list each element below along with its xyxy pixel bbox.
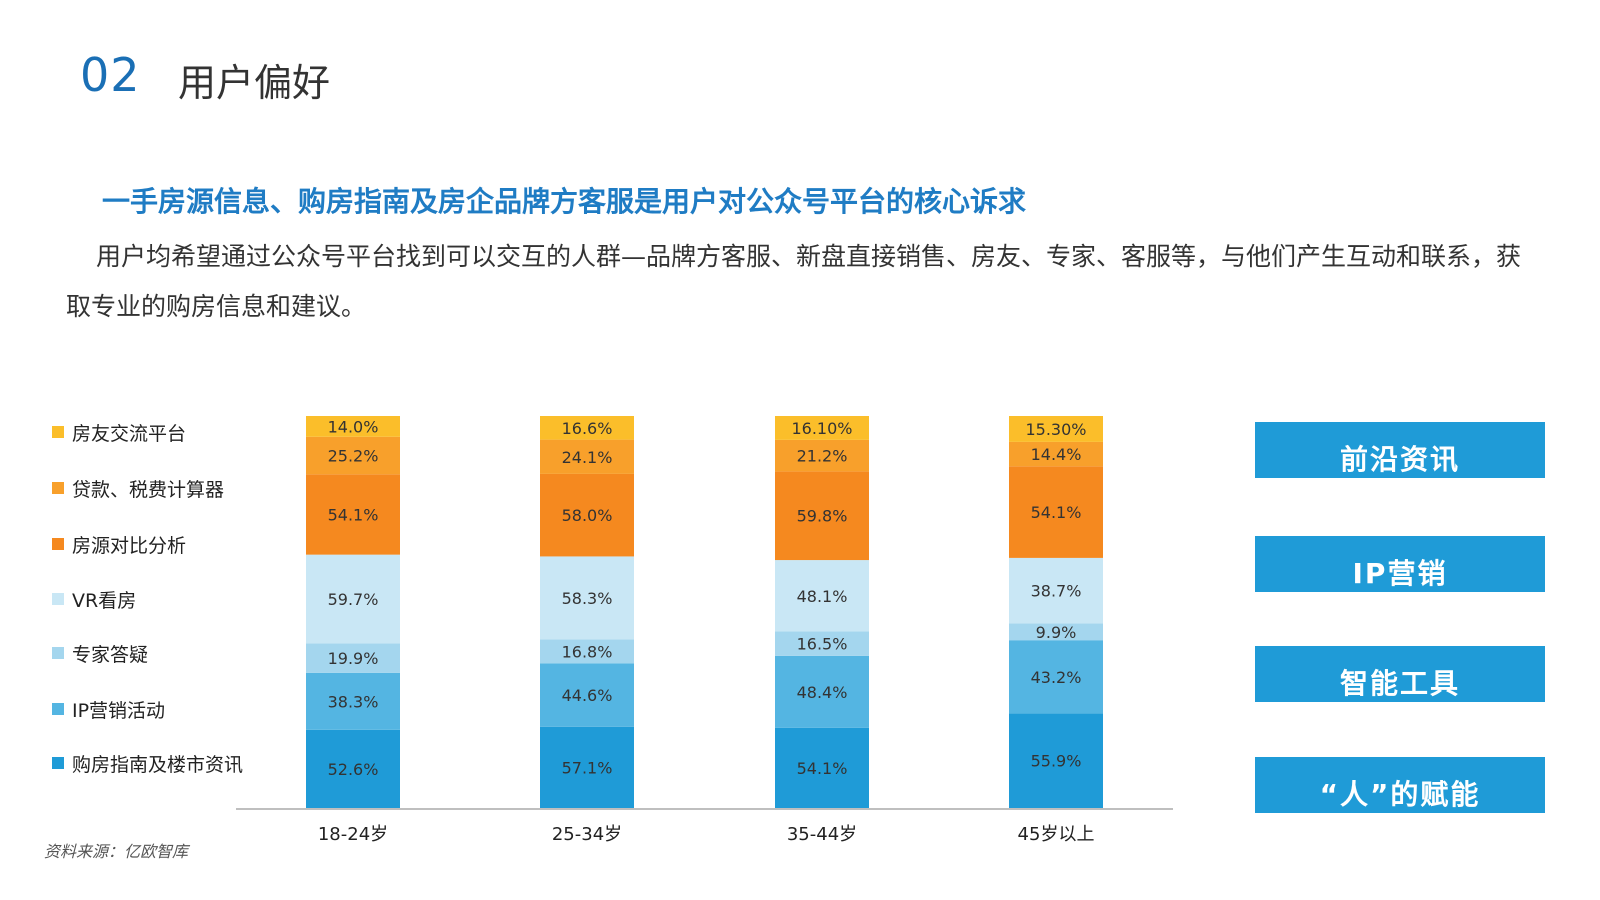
legend-swatch: [52, 482, 64, 494]
side-button-smart-tools[interactable]: 智能工具: [1255, 646, 1545, 702]
legend-swatch: [52, 647, 64, 659]
legend-item: IP营销活动: [52, 697, 166, 722]
bar-segment: [775, 560, 869, 632]
side-button-people-empowerment[interactable]: “人”的赋能: [1255, 757, 1545, 813]
x-tick-label: 35-44岁: [787, 824, 857, 845]
data-label: 43.2%: [1031, 668, 1082, 687]
bar-segment: [1009, 640, 1103, 714]
data-label: 38.7%: [1031, 582, 1082, 601]
legend-swatch: [52, 757, 64, 769]
legend-label: 贷款、税费计算器: [72, 478, 225, 501]
bar-segment: [540, 663, 634, 727]
data-label: 55.9%: [1031, 752, 1082, 771]
data-label: 57.1%: [562, 758, 613, 777]
side-button-ip-marketing[interactable]: IP营销: [1255, 536, 1545, 592]
data-label: 58.0%: [562, 506, 613, 525]
data-label: 21.2%: [797, 447, 848, 466]
data-label: 52.6%: [328, 760, 379, 779]
bar-segment: [1009, 557, 1103, 624]
x-tick-label: 45岁以上: [1018, 824, 1095, 845]
bar-segment: [1009, 441, 1103, 467]
bar-segment: [775, 631, 869, 656]
body-text: 用户均希望通过公众号平台找到可以交互的人群—品牌方客服、新盘直接销售、房友、专家…: [66, 242, 1522, 321]
side-button-label: 智能工具: [1339, 667, 1460, 700]
side-button-label: “人”的赋能: [1319, 778, 1481, 811]
legend-swatch: [52, 426, 64, 438]
bar-segment: [540, 556, 634, 640]
bar-segment: [540, 639, 634, 664]
bar-segment: [540, 439, 634, 474]
chart-legend: 房友交流平台贷款、税费计算器 房源对比分析 VR看房专家答疑 IP营销活动购房指南及楼…: [52, 0, 292, 900]
bar-segment: [1009, 713, 1103, 808]
legend-item: 购房指南及楼市资讯: [52, 751, 244, 776]
side-button-label: 前沿资讯: [1339, 443, 1460, 476]
data-label: 54.1%: [797, 759, 848, 778]
data-label: 16.10%: [791, 419, 852, 438]
data-label: 44.6%: [562, 686, 613, 705]
legend-item: VR看房: [52, 587, 137, 612]
data-label: 16.5%: [797, 635, 848, 654]
legend-item: 房友交流平台: [52, 420, 187, 445]
legend-swatch: [52, 703, 64, 715]
legend-label: 房友交流平台: [72, 422, 187, 445]
bar-segment: [306, 416, 400, 437]
bar-segment: [775, 727, 869, 808]
source-note: 资料来源：亿欧智库: [44, 842, 189, 861]
data-label: 19.9%: [328, 649, 379, 668]
bar-segment: [306, 729, 400, 808]
bar-segment: [775, 439, 869, 472]
legend-item: 贷款、税费计算器: [52, 476, 225, 501]
legend-label: 购房指南及楼市资讯: [72, 753, 244, 776]
x-tick-label: 25-34岁: [552, 824, 622, 845]
legend-swatch: [52, 538, 64, 550]
bar-segment: [306, 474, 400, 555]
data-label: 14.4%: [1031, 445, 1082, 464]
bar-segment: [540, 473, 634, 557]
data-label: 59.8%: [797, 507, 848, 526]
legend-label: VR看房: [72, 589, 137, 612]
data-label: 16.8%: [562, 642, 613, 661]
data-label: 9.9%: [1036, 623, 1077, 642]
data-label: 48.4%: [797, 683, 848, 702]
data-label: 15.30%: [1025, 420, 1086, 439]
data-label: 58.3%: [562, 589, 613, 608]
page-title: 用户偏好: [178, 61, 331, 105]
data-label: 14.0%: [328, 417, 379, 436]
data-label: 54.1%: [328, 505, 379, 524]
bar-segment: [775, 655, 869, 728]
legend-label: 房源对比分析: [72, 534, 187, 557]
bar-segment: [306, 554, 400, 644]
side-button-label: IP营销: [1352, 557, 1448, 590]
bar-segment: [306, 436, 400, 475]
headline: 一手房源信息、购房指南及房企品牌方客服是用户对公众号平台的核心诉求: [102, 185, 1027, 218]
legend-label: IP营销活动: [72, 699, 166, 722]
legend-item: 专家答疑: [52, 641, 149, 666]
legend-swatch: [52, 593, 64, 605]
bar-segment: [540, 726, 634, 808]
data-label: 48.1%: [797, 587, 848, 606]
data-label: 38.3%: [328, 692, 379, 711]
data-label: 24.1%: [562, 448, 613, 467]
bar-segment: [775, 416, 869, 440]
data-label: 25.2%: [328, 447, 379, 466]
legend-item: 房源对比分析: [52, 532, 187, 557]
data-label: 16.6%: [562, 419, 613, 438]
data-label: 54.1%: [1031, 503, 1082, 522]
bar-segment: [1009, 623, 1103, 641]
bar-segment: [775, 471, 869, 561]
bar-segment: [1009, 416, 1103, 442]
section-number: 02: [80, 48, 141, 102]
x-tick-label: 18-24岁: [318, 824, 388, 845]
data-label: 59.7%: [328, 590, 379, 609]
bar-segment: [1009, 466, 1103, 558]
bar-segment: [540, 416, 634, 440]
bar-segment: [306, 643, 400, 673]
side-button-frontier-news[interactable]: 前沿资讯: [1255, 422, 1545, 478]
bar-segment: [306, 672, 400, 730]
legend-label: 专家答疑: [72, 643, 149, 666]
